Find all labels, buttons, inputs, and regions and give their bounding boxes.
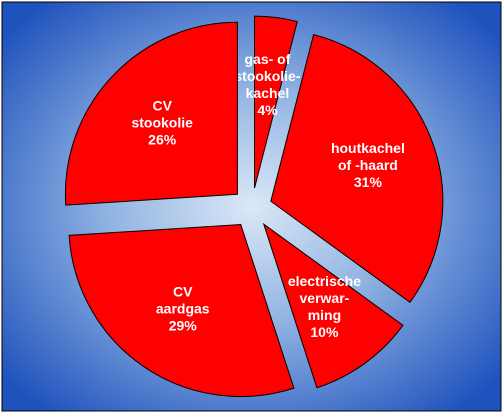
slice-value-label: 10% [310, 324, 339, 340]
pie-slice [254, 15, 298, 189]
pie-slice [270, 34, 444, 304]
slice-label: stookolie [131, 114, 193, 130]
slice-label: stookolie- [234, 68, 300, 84]
slice-label: verwar- [300, 290, 350, 306]
pie-slice [64, 21, 238, 206]
slice-label: of -haard [338, 157, 398, 173]
slice-value-label: 26% [148, 131, 177, 147]
slice-label: gas- of [244, 51, 290, 67]
slice-value-label: 31% [354, 174, 383, 190]
slice-label: aardgas [156, 301, 210, 317]
slice-value-label: 29% [169, 318, 198, 334]
slice-label: CV [173, 284, 193, 300]
slice-label: ming [308, 307, 341, 323]
slice-value-label: 4% [257, 102, 278, 118]
pie-slice [262, 222, 404, 389]
slice-label: kachel [246, 85, 290, 101]
slice-label: houtkachel [331, 140, 405, 156]
pie-slice [68, 224, 295, 398]
slice-label: electrische [288, 273, 361, 289]
slice-label: CV [152, 97, 172, 113]
